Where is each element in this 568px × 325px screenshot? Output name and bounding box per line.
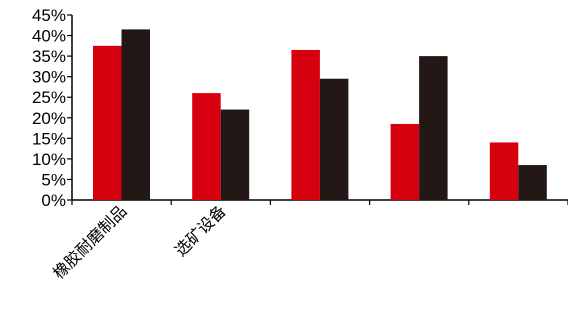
bar-series2-cat4 bbox=[419, 56, 448, 200]
bar-series2-cat1 bbox=[121, 29, 150, 201]
category-label: 选矿设备 bbox=[171, 201, 230, 260]
y-tick-label: 10% bbox=[32, 150, 66, 169]
y-tick-label: 0% bbox=[41, 191, 66, 210]
bar-series2-cat3 bbox=[319, 78, 349, 200]
y-tick-label: 20% bbox=[32, 109, 66, 128]
bar-series1-cat2 bbox=[192, 93, 221, 200]
bar-series1-cat4 bbox=[390, 123, 420, 200]
y-tick-label: 5% bbox=[41, 170, 66, 189]
y-tick-label: 40% bbox=[32, 27, 66, 46]
y-axis: 0% 5%10% 15%20% 25%30% 35%40% 45% bbox=[32, 6, 73, 210]
category-labels: 橡胶耐磨制品 选矿设备 bbox=[49, 201, 230, 282]
y-tick-label: 25% bbox=[32, 88, 66, 107]
bar-series1-cat3 bbox=[291, 49, 320, 200]
y-tick-label: 15% bbox=[32, 129, 66, 148]
bar-series2-cat2 bbox=[220, 109, 250, 200]
y-tick-label: 35% bbox=[32, 47, 66, 66]
bars bbox=[93, 29, 547, 201]
category-label: 橡胶耐磨制品 bbox=[49, 201, 130, 282]
bar-series2-cat5 bbox=[518, 165, 547, 200]
y-tick-label: 45% bbox=[32, 6, 66, 25]
y-tick-label: 30% bbox=[32, 68, 66, 87]
bar-series1-cat1 bbox=[93, 45, 122, 201]
bar-series1-cat5 bbox=[489, 142, 519, 200]
x-axis bbox=[71, 199, 568, 205]
